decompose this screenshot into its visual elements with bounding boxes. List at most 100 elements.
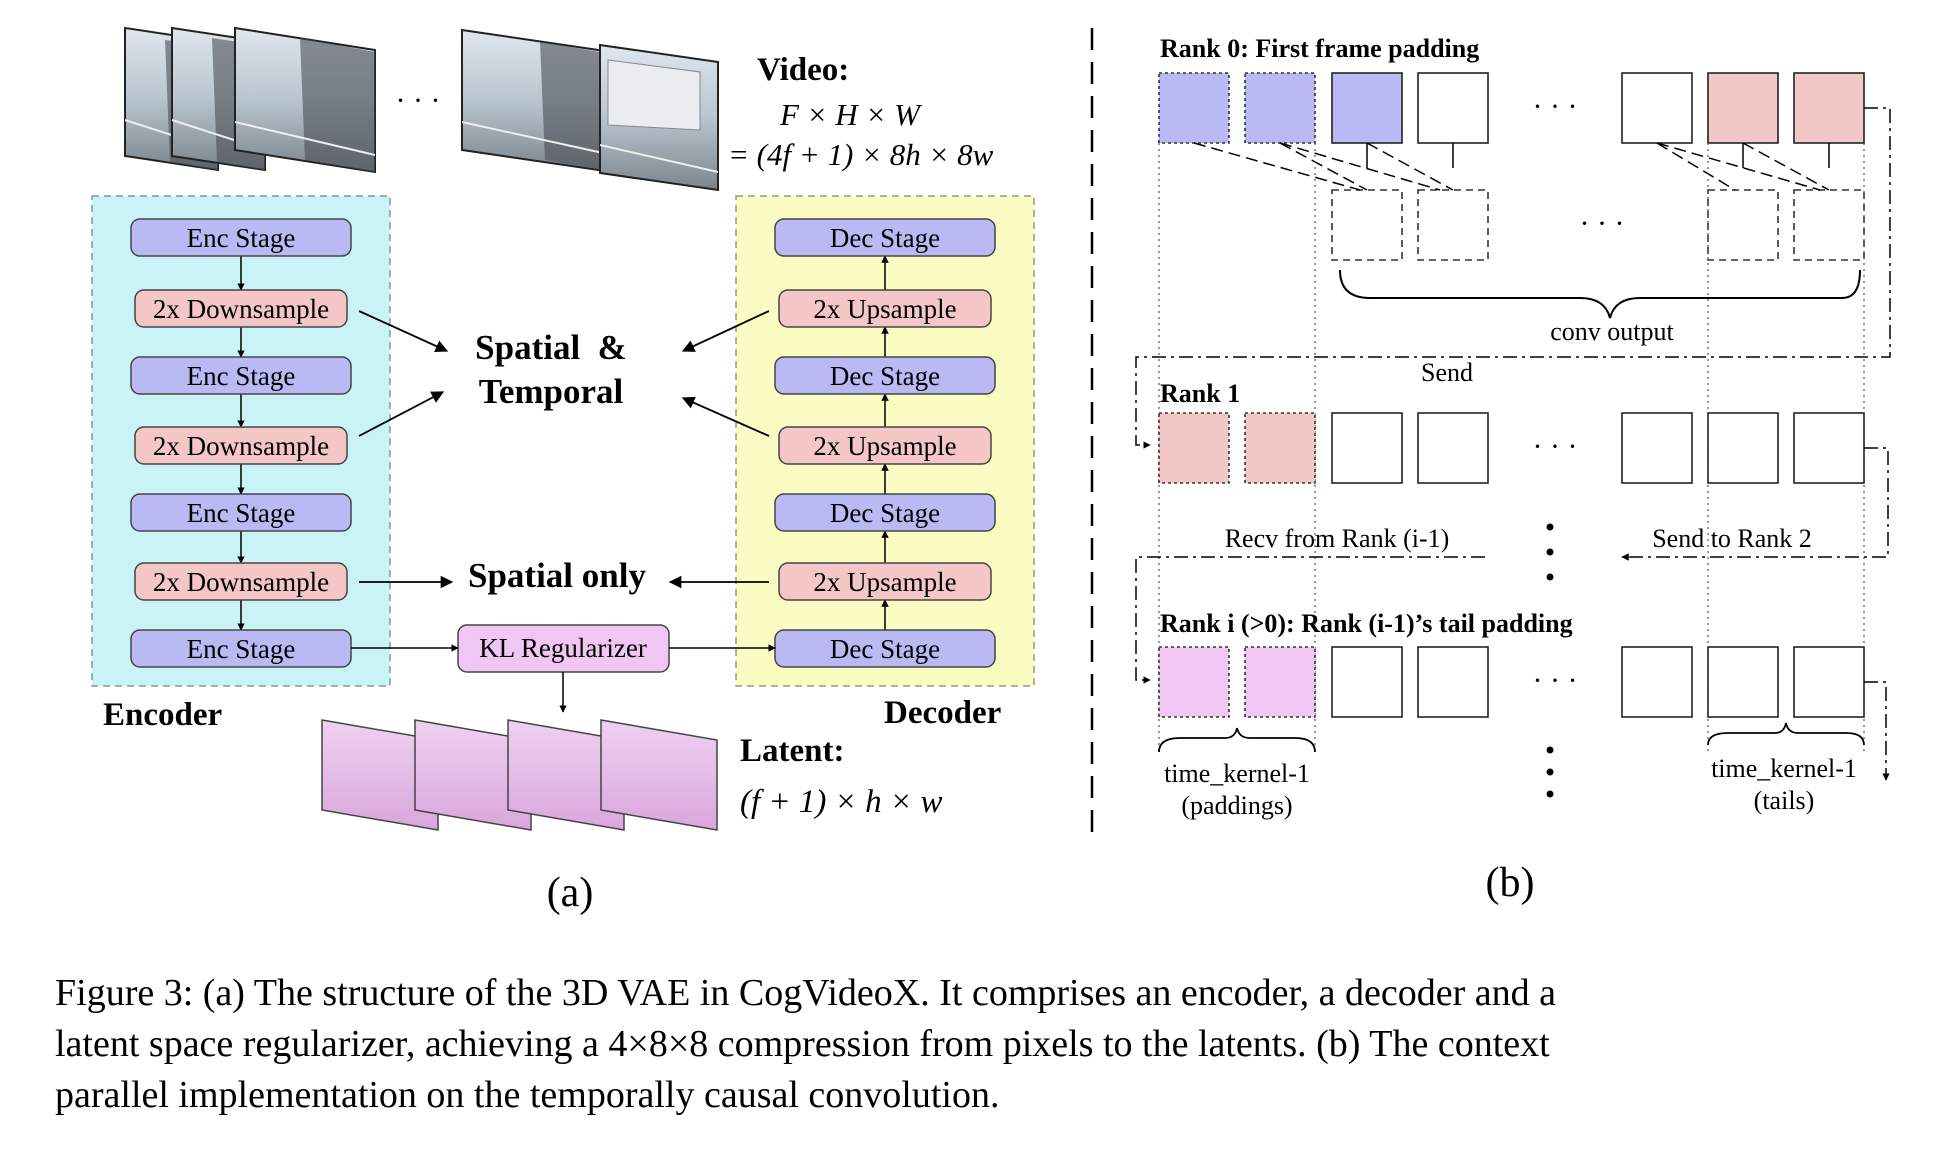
conv-output-brace bbox=[1339, 269, 1861, 319]
upsample-block: 2x Upsample bbox=[778, 426, 992, 465]
conv-kernel-lines bbox=[1193, 142, 1830, 191]
downsample-block: 2x Downsample bbox=[134, 426, 348, 465]
frame bbox=[1417, 72, 1489, 144]
svg-text:KL Regularizer: KL Regularizer bbox=[479, 633, 647, 663]
figure-3-diagram: · · · Video: F × H × W = (4f + 1) × 8h ×… bbox=[91, 26, 1891, 916]
dec-stage-block: Dec Stage bbox=[774, 493, 996, 532]
svg-text:2x Downsample: 2x Downsample bbox=[153, 567, 329, 597]
paddings-brace bbox=[1158, 727, 1316, 753]
frame bbox=[1621, 412, 1693, 484]
svg-text:Dec Stage: Dec Stage bbox=[830, 634, 940, 664]
svg-text:Dec Stage: Dec Stage bbox=[830, 223, 940, 253]
rank-i-send-path bbox=[1864, 681, 1890, 781]
send-label: Send bbox=[1421, 358, 1473, 387]
enc-stage-block: Enc Stage bbox=[130, 218, 352, 257]
vertical-ellipsis bbox=[1546, 523, 1554, 581]
enc-stage-block: Enc Stage bbox=[130, 493, 352, 532]
rank-0-title: Rank 0: First frame padding bbox=[1160, 34, 1479, 63]
rank-i-ellipsis: · · · bbox=[1533, 664, 1578, 697]
svg-text:2x Upsample: 2x Upsample bbox=[813, 567, 956, 597]
downsample-block: 2x Downsample bbox=[134, 289, 348, 328]
kl-regularizer-block: KL Regularizer bbox=[457, 624, 670, 673]
enc-stage-block: Enc Stage bbox=[130, 629, 352, 668]
video-frame bbox=[461, 28, 613, 174]
latent-frame bbox=[600, 719, 718, 831]
time-kernel-tails-label: time_kernel-1 bbox=[1711, 754, 1857, 783]
caption-line: latent space regularizer, achieving a 4×… bbox=[55, 1023, 1550, 1065]
dec-stage-block: Dec Stage bbox=[774, 356, 996, 395]
downsample-block: 2x Downsample bbox=[134, 562, 348, 601]
svg-text:2x Upsample: 2x Upsample bbox=[813, 431, 956, 461]
svg-text:Enc Stage: Enc Stage bbox=[187, 223, 296, 253]
conv-ellipsis: · · · bbox=[1580, 207, 1625, 240]
tail-frame bbox=[1793, 72, 1865, 144]
svg-text:Enc Stage: Enc Stage bbox=[187, 361, 296, 391]
padding-frame bbox=[1244, 646, 1316, 718]
frame bbox=[1707, 646, 1779, 718]
vertical-ellipsis-lower bbox=[1546, 746, 1554, 798]
frame bbox=[1331, 72, 1403, 144]
spatial-temporal-arrows bbox=[358, 310, 770, 437]
latent-frame bbox=[507, 719, 625, 831]
padding-frame bbox=[1244, 72, 1316, 144]
spatial-temporal-label: Spatial & bbox=[475, 328, 627, 367]
video-dimension-expanded: = (4f + 1) × 8h × 8w bbox=[728, 137, 994, 172]
rank-1-ellipsis: · · · bbox=[1533, 430, 1578, 463]
send-to-rank-2-path bbox=[1621, 447, 1889, 561]
svg-text:2x Downsample: 2x Downsample bbox=[153, 294, 329, 324]
frame bbox=[1621, 72, 1693, 144]
frame bbox=[1331, 412, 1403, 484]
video-ellipsis: · · · bbox=[396, 84, 441, 117]
rank-i-frames bbox=[1158, 646, 1865, 718]
send-to-label: Send to Rank 2 bbox=[1652, 524, 1812, 553]
caption-line: parallel implementation on the temporall… bbox=[55, 1074, 1000, 1116]
rank-1-title: Rank 1 bbox=[1160, 379, 1240, 408]
svg-text:2x Downsample: 2x Downsample bbox=[153, 431, 329, 461]
spatial-only-label: Spatial only bbox=[468, 556, 646, 595]
padding-frame bbox=[1244, 412, 1316, 484]
dec-stage-block: Dec Stage bbox=[774, 629, 996, 668]
frame bbox=[1417, 646, 1489, 718]
rank-i-title: Rank i (>0): Rank (i-1)’s tail padding bbox=[1160, 609, 1573, 638]
recv-label: Recv from Rank (i-1) bbox=[1225, 524, 1450, 553]
time-kernel-paddings-label: time_kernel-1 bbox=[1164, 759, 1310, 788]
padding-frame bbox=[1158, 646, 1230, 718]
padding-frame bbox=[1158, 72, 1230, 144]
tails-label: (tails) bbox=[1754, 786, 1815, 815]
video-title: Video: bbox=[757, 52, 849, 88]
enc-stage-block: Enc Stage bbox=[130, 356, 352, 395]
decoder-label: Decoder bbox=[884, 695, 1001, 731]
frame bbox=[1621, 646, 1693, 718]
latent-title: Latent: bbox=[740, 733, 844, 769]
padding-frame bbox=[1158, 412, 1230, 484]
svg-text:Dec Stage: Dec Stage bbox=[830, 361, 940, 391]
upsample-block: 2x Upsample bbox=[778, 289, 992, 328]
rank-1-frames bbox=[1158, 412, 1865, 484]
latent-frame bbox=[414, 719, 532, 831]
paddings-label: (paddings) bbox=[1181, 791, 1292, 820]
encoder-label: Encoder bbox=[103, 697, 222, 733]
frame bbox=[1793, 412, 1865, 484]
video-dimension: F × H × W bbox=[779, 97, 923, 132]
ellipsis: · · · bbox=[1533, 90, 1578, 123]
conv-output-label: conv output bbox=[1550, 317, 1674, 346]
dec-stage-block: Dec Stage bbox=[774, 218, 996, 257]
frame bbox=[1793, 646, 1865, 718]
conv-output-frames bbox=[1331, 189, 1865, 261]
latent-frame bbox=[321, 719, 439, 831]
video-frames: · · · bbox=[124, 26, 719, 192]
frame bbox=[1417, 412, 1489, 484]
panel-a: · · · Video: F × H × W = (4f + 1) × 8h ×… bbox=[91, 26, 1035, 916]
svg-text:Enc Stage: Enc Stage bbox=[187, 498, 296, 528]
video-frame bbox=[599, 43, 719, 192]
panel-a-label: (a) bbox=[547, 870, 594, 916]
tails-brace bbox=[1707, 722, 1865, 746]
tail-frame bbox=[1707, 72, 1779, 144]
upsample-block: 2x Upsample bbox=[778, 562, 992, 601]
svg-text:Dec Stage: Dec Stage bbox=[830, 498, 940, 528]
video-frame bbox=[234, 26, 376, 174]
latent-flow-arrows bbox=[351, 644, 776, 713]
caption-line: Figure 3: (a) The structure of the 3D VA… bbox=[55, 972, 1556, 1014]
spatial-temporal-label-2: Temporal bbox=[479, 372, 624, 411]
frame bbox=[1331, 646, 1403, 718]
